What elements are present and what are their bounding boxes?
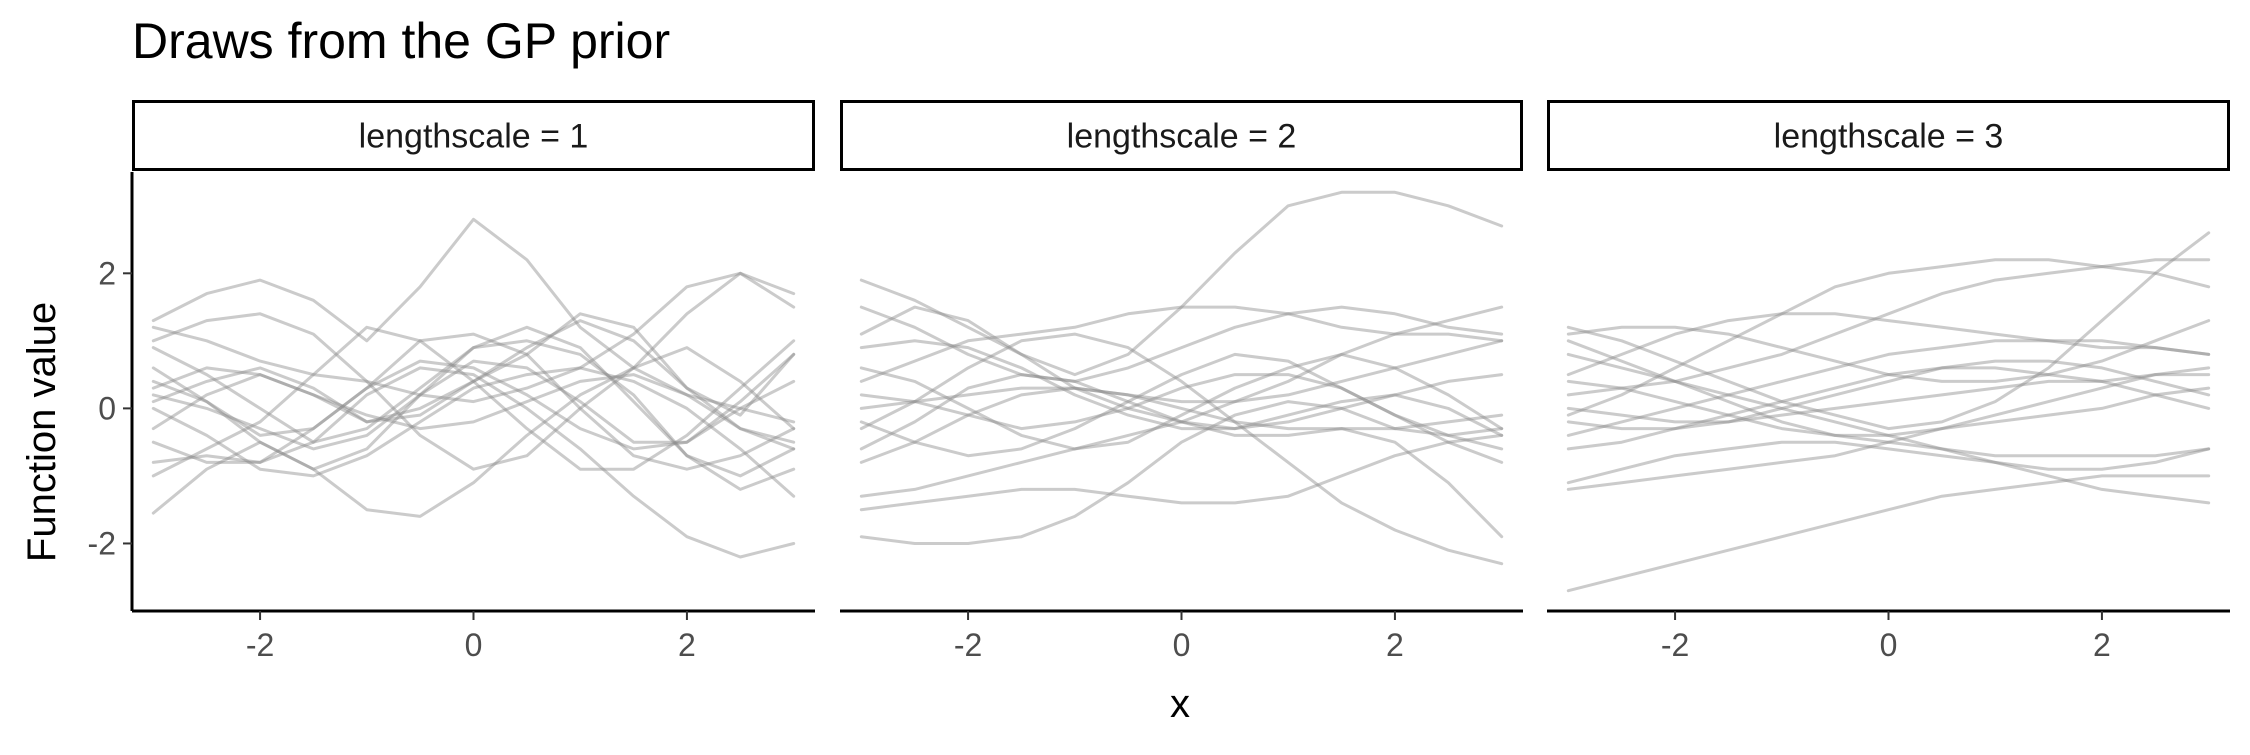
gp-draw-line-6 xyxy=(1566,339,2211,458)
gp-draw-line-15 xyxy=(1566,359,2211,431)
gp-draw-line-7 xyxy=(859,352,1504,451)
y-axis-label: Function value xyxy=(20,302,64,562)
gp-draw-line-1 xyxy=(151,217,796,424)
x-tick-label: 0 xyxy=(1880,627,1898,663)
x-tick-label: 0 xyxy=(465,627,483,663)
gp-draw-line-13 xyxy=(1566,319,2211,383)
gp-draw-line-12 xyxy=(859,339,1504,437)
gp-draw-line-4 xyxy=(859,332,1504,566)
gp-draw-line-2 xyxy=(151,319,796,451)
gp-draw-line-6 xyxy=(151,339,796,491)
series-lines xyxy=(151,217,796,559)
gp-draw-line-10 xyxy=(859,305,1504,383)
gp-draw-line-1 xyxy=(859,190,1504,377)
gp-draw-line-14 xyxy=(151,325,796,478)
gp-draw-line-3 xyxy=(151,271,796,518)
series-lines xyxy=(859,190,1504,566)
gp-draw-line-13 xyxy=(859,433,1504,512)
gp-draw-line-8 xyxy=(859,305,1504,498)
gp-draw-line-2 xyxy=(859,400,1504,545)
gp-draw-line-13 xyxy=(151,312,796,471)
x-tick-label: 2 xyxy=(1386,627,1404,663)
x-tick-label: -2 xyxy=(246,627,274,663)
gp-draw-line-9 xyxy=(151,366,796,444)
series-lines xyxy=(1566,231,2211,593)
facet-panel-3: lengthscale = 3 -2 0 2 xyxy=(1547,100,2230,663)
gp-draw-line-3 xyxy=(859,305,1504,431)
gp-draw-line-9 xyxy=(1566,352,2211,505)
x-tick-label: 2 xyxy=(678,627,696,663)
gp-draw-line-15 xyxy=(151,352,796,464)
x-tick-label: -2 xyxy=(954,627,982,663)
y-tick-label: 0 xyxy=(98,390,116,426)
gp-draw-line-8 xyxy=(1566,366,2211,451)
gp-draw-line-11 xyxy=(859,373,1504,539)
gp-draw-line-9 xyxy=(859,373,1504,464)
gp-draw-line-4 xyxy=(1566,312,2211,377)
x-tick-label: 0 xyxy=(1173,627,1191,663)
facet-panels: lengthscale = 1 -2 0 2 -2 0 2 lengthscale = 2 -2… xyxy=(88,100,2230,663)
chart-title: Draws from the GP prior xyxy=(132,13,670,69)
gp-draw-line-11 xyxy=(1566,373,2211,424)
gp-draw-line-12 xyxy=(151,325,796,478)
x-axis-label: x xyxy=(1170,682,1190,726)
gp-draw-line-6 xyxy=(859,386,1504,464)
y-tick-label: -2 xyxy=(88,525,116,561)
facet-panel-1: lengthscale = 1 -2 0 2 -2 0 2 xyxy=(88,100,815,663)
facet-strip xyxy=(840,100,1523,171)
gp-draw-line-5 xyxy=(859,305,1504,383)
facet-strip xyxy=(1547,100,2230,171)
facet-strip-label: lengthscale = 3 xyxy=(1774,118,2004,156)
facet-strip-label: lengthscale = 1 xyxy=(359,118,589,156)
gp-draw-line-14 xyxy=(859,339,1504,410)
gp-draw-line-10 xyxy=(151,312,796,431)
gp-draw-line-11 xyxy=(151,359,796,451)
gp-draw-line-5 xyxy=(1566,366,2211,491)
x-tick-label: -2 xyxy=(1661,627,1689,663)
facet-strip-label: lengthscale = 2 xyxy=(1067,118,1297,156)
facet-panel-2: lengthscale = 2 -2 0 2 xyxy=(840,100,1523,663)
gp-draw-line-10 xyxy=(1566,339,2211,437)
y-tick-label: 2 xyxy=(98,255,116,291)
gp-draw-line-1 xyxy=(1566,474,2211,593)
gp-draw-line-7 xyxy=(1566,258,2211,397)
gp-draw-line-2 xyxy=(1566,258,2211,417)
x-tick-label: 2 xyxy=(2093,627,2111,663)
gp-draw-line-12 xyxy=(1566,440,2211,485)
gp-draw-line-7 xyxy=(151,271,796,404)
gp-draw-line-3 xyxy=(1566,231,2211,431)
gp-draw-line-5 xyxy=(151,332,796,471)
gp-draw-line-8 xyxy=(151,366,796,498)
gp-draw-line-15 xyxy=(859,352,1504,458)
gp-draw-line-14 xyxy=(1566,379,2211,437)
facet-strip xyxy=(132,100,815,171)
gp-draw-line-4 xyxy=(151,366,796,559)
